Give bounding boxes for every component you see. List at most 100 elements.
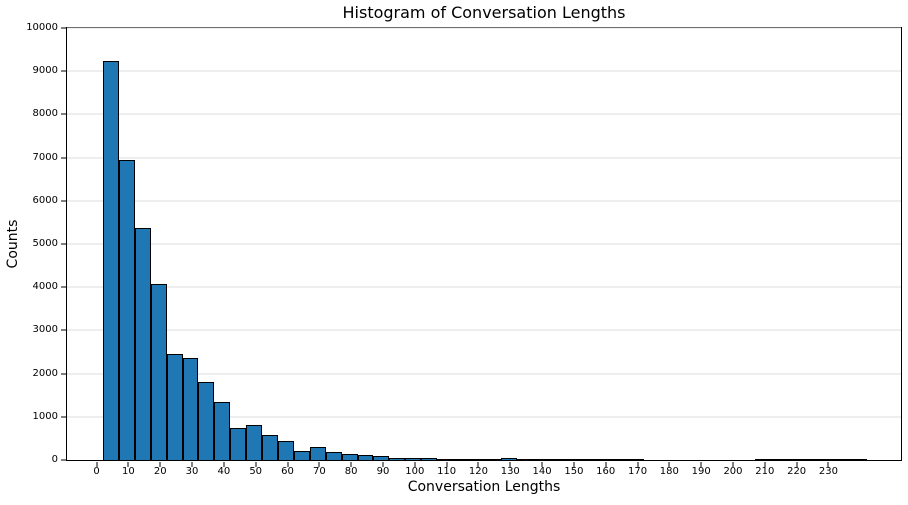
- histogram-bar: [325, 451, 342, 460]
- x-tick-mark: [223, 461, 225, 467]
- x-tick-mark: [573, 461, 575, 467]
- y-axis-label: Counts: [5, 219, 21, 269]
- y-tick-mark: [60, 459, 66, 461]
- y-tick-mark: [60, 373, 66, 375]
- x-axis-label: Conversation Lengths: [407, 479, 561, 495]
- histogram-bar: [357, 454, 374, 460]
- x-tick-mark: [287, 461, 288, 467]
- gridline-y-4000: [67, 286, 901, 288]
- x-tick-mark: [700, 461, 702, 467]
- x-tick-mark: [827, 461, 829, 467]
- histogram-bar: [421, 457, 438, 460]
- x-tick-label: 170: [627, 466, 648, 477]
- plot-area: 0 1000 2000 3000 4000 5000 6000 7000 8000 9000 100…: [26, 23, 902, 477]
- x-tick-label: 70: [312, 466, 326, 477]
- x-tick-label: 200: [723, 466, 743, 477]
- histogram-bar: [373, 455, 390, 460]
- histogram-bar: [548, 459, 565, 460]
- gridline-y-9000: [67, 70, 901, 72]
- x-tick-label: 100: [405, 466, 425, 477]
- histogram-bar: [102, 60, 119, 460]
- gridline-y-10000: [67, 27, 901, 29]
- x-tick-label: 120: [468, 466, 488, 477]
- y-tick-label: 2000: [32, 367, 58, 379]
- x-tick-label: 90: [376, 466, 390, 477]
- x-tick-mark: [350, 461, 352, 467]
- gridline-y-3000: [67, 329, 901, 331]
- histogram-bar: [580, 459, 597, 460]
- histogram-bar: [118, 159, 135, 460]
- x-tick-mark: [764, 461, 766, 467]
- histogram-bar: [627, 459, 644, 460]
- histogram-bar: [182, 358, 199, 460]
- x-tick-label: 40: [217, 466, 231, 477]
- x-tick-mark: [605, 461, 607, 467]
- histogram-bar: [564, 459, 581, 460]
- y-tick-mark: [60, 416, 66, 418]
- histogram-bar: [771, 459, 788, 460]
- x-tick-label: 110: [437, 466, 457, 477]
- x-tick-label: 10: [122, 466, 135, 477]
- histogram-bar: [246, 425, 263, 460]
- histogram-bar: [437, 458, 453, 460]
- histogram-bar: [850, 459, 867, 460]
- histogram-bar: [214, 402, 231, 460]
- x-tick-mark: [637, 461, 639, 467]
- y-tick-mark: [60, 329, 66, 331]
- y-tick-mark: [60, 113, 66, 115]
- histogram-bar: [468, 459, 485, 460]
- x-tick-label: 60: [281, 466, 294, 477]
- y-tick-mark: [60, 27, 66, 29]
- gridline-y-7000: [67, 157, 901, 159]
- x-tick-label: 0: [93, 466, 100, 477]
- x-tick-mark: [414, 461, 416, 467]
- histogram-bar: [262, 435, 278, 460]
- x-tick-label: 180: [659, 466, 679, 477]
- x-tick-mark: [127, 461, 129, 467]
- histogram-bar: [802, 459, 819, 460]
- x-tick-mark: [732, 461, 734, 467]
- histogram-bar: [198, 382, 215, 460]
- x-tick-label: 30: [185, 466, 199, 477]
- histogram-bar: [755, 459, 772, 460]
- y-tick-mark: [60, 157, 66, 159]
- x-tick-label: 130: [500, 466, 520, 477]
- y-tick-label: 10000: [26, 22, 58, 33]
- y-tick-label: 7000: [32, 151, 58, 163]
- y-tick-label: 4000: [32, 281, 58, 293]
- x-tick-label: 20: [153, 466, 167, 477]
- x-tick-mark: [446, 461, 448, 467]
- x-tick-mark: [255, 461, 257, 467]
- x-tick-mark: [96, 461, 98, 467]
- gridline-y-5000: [67, 243, 901, 245]
- histogram-bar: [500, 457, 517, 460]
- x-tick-label: 80: [344, 466, 358, 477]
- gridline-y-8000: [67, 113, 901, 115]
- histogram-bar: [484, 458, 501, 460]
- histogram-bar: [277, 441, 294, 460]
- x-tick-mark: [541, 461, 543, 467]
- x-tick-mark: [477, 461, 479, 467]
- x-tick-mark: [668, 461, 670, 467]
- y-tick-label: 3000: [32, 324, 58, 336]
- histogram-bar: [596, 459, 613, 460]
- histogram-bar: [818, 459, 835, 460]
- histogram-bar: [150, 283, 167, 460]
- x-tick-mark: [318, 461, 320, 467]
- chart-title: Histogram of Conversation Lengths: [342, 3, 626, 22]
- x-tick-label: 210: [755, 466, 775, 477]
- x-tick-mark: [159, 461, 161, 467]
- x-tick-label: 150: [564, 466, 584, 477]
- y-tick-label: 9000: [32, 65, 58, 77]
- y-tick-label: 8000: [32, 108, 58, 120]
- x-tick-mark: [191, 461, 193, 467]
- x-tick-label: 160: [596, 466, 616, 477]
- x-tick-mark: [382, 461, 384, 467]
- x-tick-label: 140: [532, 466, 552, 477]
- y-tick-mark: [60, 243, 66, 245]
- histogram-bar: [532, 459, 549, 460]
- histogram-bar: [389, 457, 406, 460]
- y-tick-mark: [60, 70, 66, 72]
- x-tick-label: 220: [787, 466, 807, 477]
